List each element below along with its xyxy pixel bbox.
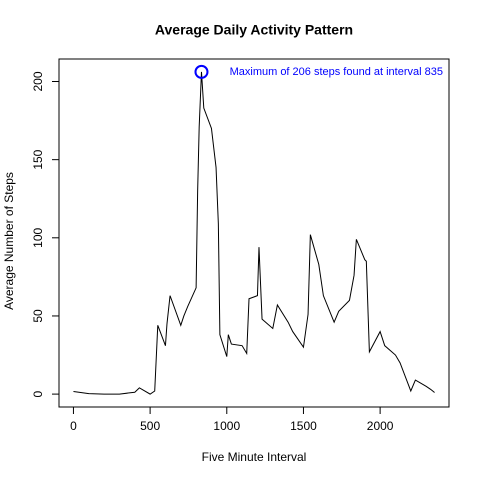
max-marker [194,64,209,79]
annotation: Maximum of 206 steps found at interval 8… [230,66,443,78]
y-tick-label: 100 [31,227,45,247]
plot-box [58,58,450,408]
x-tick-label: 2000 [367,419,394,433]
x-tick-label: 1500 [290,419,317,433]
y-tick-label: 200 [31,71,45,91]
chart-title: Average Daily Activity Pattern [155,22,353,38]
x-tick-label: 500 [140,419,160,433]
line [73,71,435,395]
x-tick-label: 0 [70,419,77,433]
y-tick-label: 50 [31,309,45,323]
y-tick-label: 150 [31,149,45,169]
y-axis-label: Average Number of Steps [2,172,16,310]
x-axis-label: Five Minute Interval [202,450,307,464]
y-tick-label: 0 [31,390,45,397]
x-tick-label: 1000 [213,419,240,433]
